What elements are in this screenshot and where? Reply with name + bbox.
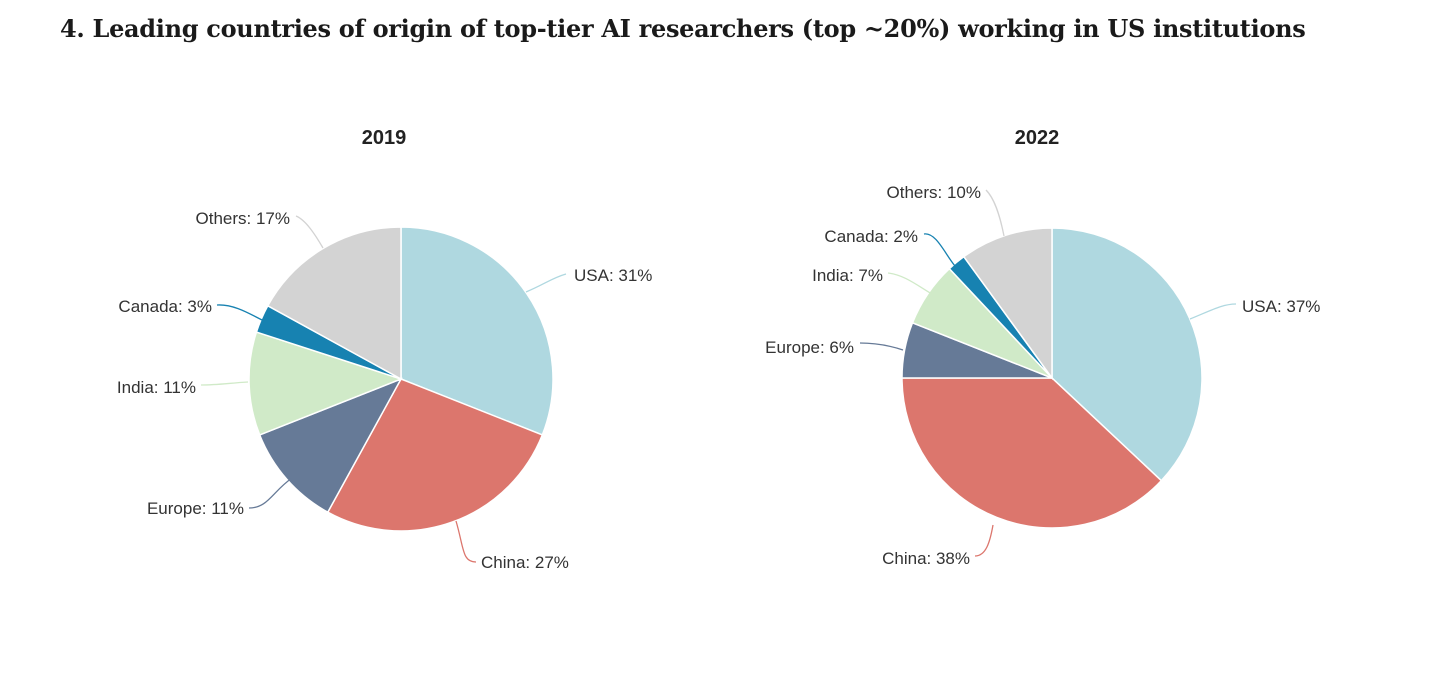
slice-label-canada: Canada: 2% xyxy=(824,227,918,246)
leader-line-china xyxy=(974,524,994,557)
leader-line-india xyxy=(200,381,249,386)
pie-slice-china xyxy=(326,378,544,532)
slice-label-china: China: 38% xyxy=(882,549,970,568)
leader-line-usa xyxy=(1189,303,1237,320)
slice-label-china: China: 27% xyxy=(481,553,569,572)
chart-title-2022: 2022 xyxy=(1015,127,1060,149)
leader-line-europe xyxy=(248,477,293,509)
chart-title-2019: 2019 xyxy=(362,127,407,149)
slice-label-canada: Canada: 3% xyxy=(118,297,212,316)
leader-line-others xyxy=(985,189,1005,237)
slice-label-others: Others: 10% xyxy=(887,183,982,202)
leader-line-usa xyxy=(525,273,567,293)
slice-label-india: India: 11% xyxy=(117,378,196,397)
pie-chart-2022: 2022 USA: 37% China: 38% Europe: 6% India: … xyxy=(765,127,1320,568)
slice-label-others: Others: 17% xyxy=(196,209,291,228)
slice-label-europe: Europe: 11% xyxy=(147,499,244,518)
pie-slice-usa xyxy=(1051,227,1203,482)
pie-slice-india xyxy=(248,331,404,436)
slice-label-usa: USA: 37% xyxy=(1242,297,1320,316)
pie-slice-others xyxy=(266,226,402,381)
leader-line-india xyxy=(887,272,933,295)
slice-label-usa: USA: 31% xyxy=(574,266,652,285)
leader-line-canada xyxy=(216,304,263,321)
slice-label-europe: Europe: 6% xyxy=(765,338,854,357)
leader-line-canada xyxy=(923,233,956,267)
pie-slice-usa xyxy=(400,226,554,436)
pie-slice-others xyxy=(962,227,1053,381)
slice-label-india: India: 7% xyxy=(812,266,883,285)
pie-slice-china xyxy=(901,377,1163,529)
leader-line-europe xyxy=(859,342,904,351)
pie-chart-2019: 2019 USA: 31% China: 27% Europe: 11% India:… xyxy=(117,127,653,572)
leader-line-others xyxy=(295,215,324,249)
pie-slice-europe xyxy=(258,377,403,514)
page-title: 4. Leading countries of origin of top-ti… xyxy=(60,14,1306,43)
leader-line-china xyxy=(455,520,477,563)
